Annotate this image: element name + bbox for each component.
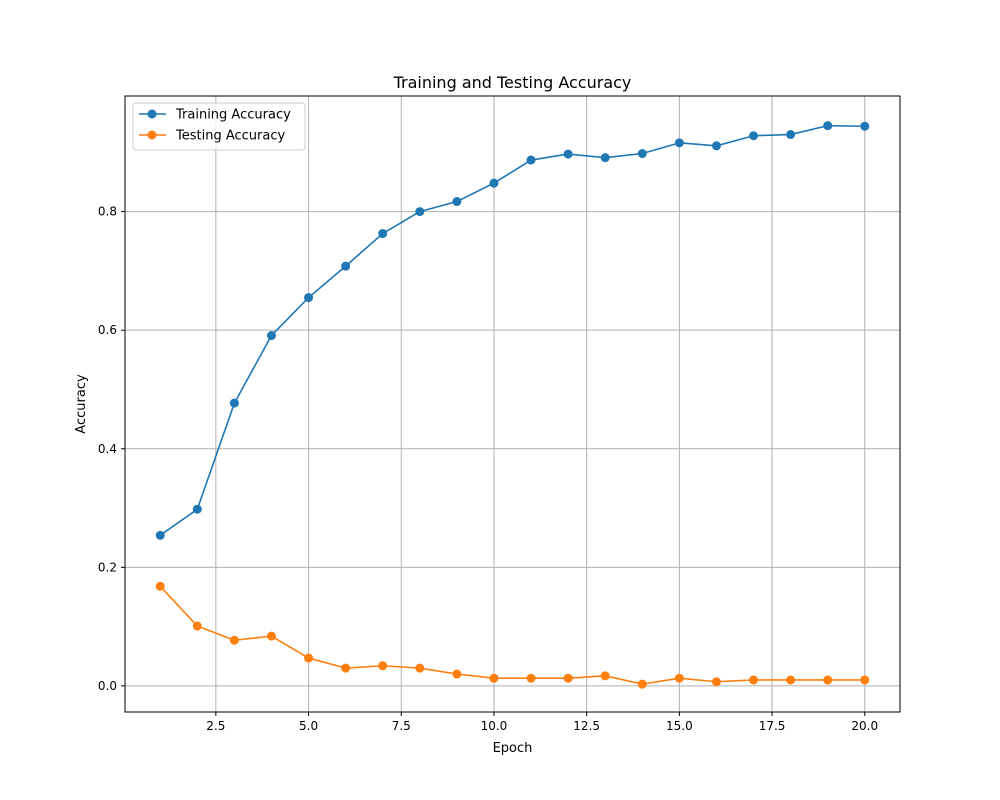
testing-accuracy-point	[823, 675, 833, 685]
training-accuracy-point	[823, 121, 833, 131]
testing-accuracy-point	[860, 675, 870, 685]
testing-accuracy-point	[749, 675, 759, 685]
testing-accuracy-point	[155, 581, 165, 591]
y-axis-label: Accuracy	[74, 374, 89, 434]
testing-accuracy-line	[159, 585, 865, 685]
training-accuracy-point	[452, 197, 462, 207]
legend-label-training-accuracy: Training Accuracy	[175, 108, 291, 123]
testing-accuracy-point	[341, 663, 351, 673]
x-tick-label: 12.5	[573, 719, 600, 733]
chart-title: Training and Testing Accuracy	[393, 73, 632, 92]
training-accuracy-point	[749, 131, 759, 141]
training-accuracy-series	[155, 121, 870, 540]
testing-accuracy-point	[378, 661, 388, 671]
testing-accuracy-point	[452, 669, 462, 679]
legend-swatch-marker	[147, 130, 157, 140]
legend-entries: Training Accuracy Testing Accuracy	[139, 108, 291, 144]
training-accuracy-point	[489, 178, 499, 188]
series-layer	[155, 121, 870, 689]
x-axis-label: Epoch	[493, 741, 533, 756]
training-accuracy-point	[600, 153, 610, 163]
y-axis: 0.0 0.2 0.4 0.6 0.8	[98, 205, 125, 693]
y-tick-label: 0.4	[98, 442, 117, 456]
testing-accuracy-point	[563, 673, 573, 683]
training-accuracy-point	[711, 141, 721, 151]
training-accuracy-point	[786, 130, 796, 140]
testing-accuracy-point	[192, 621, 202, 631]
legend-label-testing-accuracy: Testing Accuracy	[175, 129, 285, 144]
testing-accuracy-point	[526, 673, 536, 683]
training-accuracy-point	[526, 155, 536, 165]
plot-area	[125, 96, 900, 712]
x-tick-label: 20.0	[851, 719, 878, 733]
training-accuracy-point	[415, 207, 425, 217]
x-tick-label: 10.0	[481, 719, 508, 733]
testing-accuracy-point	[600, 671, 610, 681]
training-accuracy-point	[637, 149, 647, 159]
plot-frame	[124, 95, 901, 713]
testing-accuracy-point	[637, 679, 647, 689]
testing-accuracy-point	[786, 675, 796, 685]
training-accuracy-point	[341, 261, 351, 271]
legend-box	[132, 102, 306, 151]
x-tick-label: 7.5	[392, 719, 411, 733]
training-accuracy-point	[860, 121, 870, 131]
training-accuracy-point	[378, 229, 388, 239]
testing-accuracy-series	[155, 581, 870, 689]
testing-accuracy-point	[266, 631, 276, 641]
x-tick-label: 17.5	[759, 719, 786, 733]
training-accuracy-point	[674, 138, 684, 148]
training-accuracy-point	[266, 331, 276, 341]
testing-accuracy-point	[489, 673, 499, 683]
x-tick-label: 2.5	[206, 719, 225, 733]
testing-accuracy-point	[304, 653, 314, 663]
testing-accuracy-point	[711, 677, 721, 687]
x-tick-label: 5.0	[299, 719, 318, 733]
training-accuracy-point	[563, 149, 573, 159]
training-accuracy-point	[192, 504, 202, 514]
training-accuracy-point	[155, 530, 165, 540]
legend: Training Accuracy Testing Accuracy	[132, 102, 306, 151]
grid	[125, 96, 900, 712]
x-axis: 2.5 5.0 7.5 10.0 12.5 15.0 17.5 20.0	[206, 712, 878, 733]
legend-swatch-marker	[147, 109, 157, 119]
x-tick-label: 15.0	[666, 719, 693, 733]
training-accuracy-point	[304, 293, 314, 303]
y-tick-label: 0.0	[98, 679, 117, 693]
testing-accuracy-point	[229, 635, 239, 645]
y-tick-label: 0.8	[98, 205, 117, 219]
testing-accuracy-point	[674, 673, 684, 683]
testing-accuracy-point	[415, 663, 425, 673]
y-tick-label: 0.6	[98, 323, 117, 337]
training-accuracy-line	[159, 124, 865, 536]
y-tick-label: 0.2	[98, 560, 117, 574]
training-accuracy-point	[229, 398, 239, 408]
